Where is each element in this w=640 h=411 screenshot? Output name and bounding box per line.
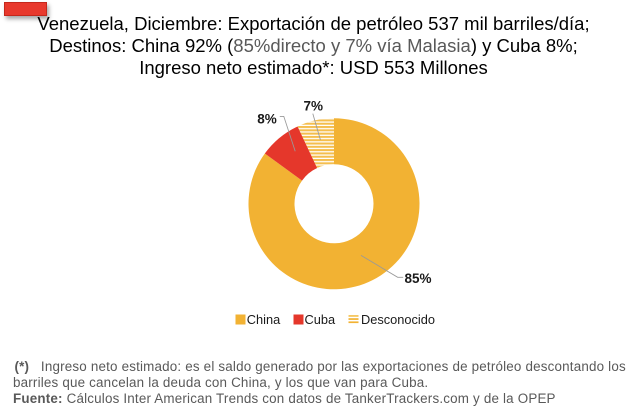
svg-text:8%: 8%	[257, 111, 277, 126]
svg-text:85%: 85%	[404, 271, 431, 286]
svg-text:Cuba: Cuba	[305, 312, 336, 327]
svg-text:7%: 7%	[303, 99, 323, 114]
svg-text:Desconocido: Desconocido	[361, 312, 435, 327]
svg-text:China: China	[247, 312, 281, 327]
